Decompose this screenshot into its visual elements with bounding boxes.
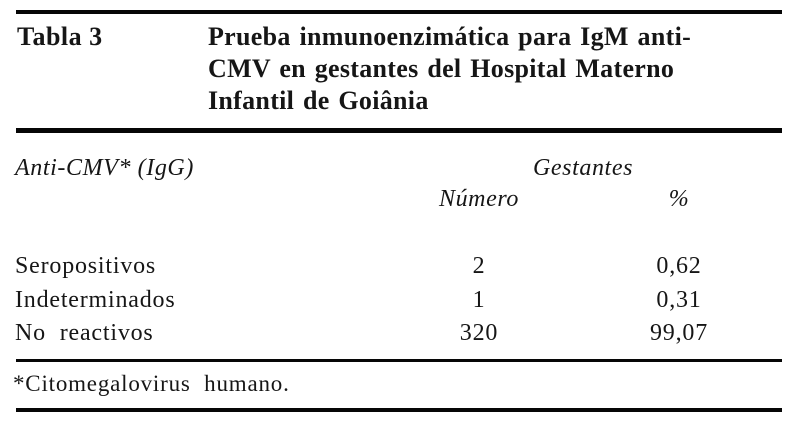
table-row: Seropositivos 2 0,62 — [0, 249, 791, 283]
row-variable-header: Anti-CMV* (IgG) — [15, 155, 194, 181]
numero-cell: 2 — [472, 253, 486, 279]
header-rule — [16, 128, 782, 133]
percent-cell: 0,31 — [656, 287, 702, 313]
table-header-row-2: Número % — [0, 184, 791, 215]
table-title-line-3: Infantil de Goiânia — [208, 86, 429, 115]
numero-cell: 1 — [472, 287, 486, 313]
row-label-cell: Seropositivos — [15, 253, 157, 279]
row-label-cell: No reactivos — [15, 320, 154, 346]
percent-cell: 99,07 — [650, 320, 708, 346]
footnote-rule — [16, 359, 782, 362]
column-header-numero: Número — [438, 186, 520, 212]
numero-cell: 320 — [459, 320, 499, 346]
row-label-cell: Indeterminados — [15, 287, 176, 313]
percent-cell: 0,62 — [656, 253, 702, 279]
top-rule — [16, 10, 782, 14]
table-row: No reactivos 320 99,07 — [0, 316, 791, 350]
table-number-label: Tabla 3 — [17, 22, 103, 51]
table-header-row-1: Anti-CMV* (IgG) Gestantes — [0, 153, 791, 184]
table-footnote: *Citomegalovirus humano. — [13, 371, 290, 396]
table-title-line-1: Prueba inmunoenzimática para IgM anti- — [208, 22, 692, 51]
table-row: Indeterminados 1 0,31 — [0, 283, 791, 317]
column-header-percent: % — [668, 186, 690, 212]
table-title: Prueba inmunoenzimática para IgM anti- C… — [208, 21, 783, 117]
column-group-header: Gestantes — [532, 155, 634, 181]
bottom-rule — [16, 408, 782, 412]
table-title-line-2: CMV en gestantes del Hospital Materno — [208, 54, 675, 83]
